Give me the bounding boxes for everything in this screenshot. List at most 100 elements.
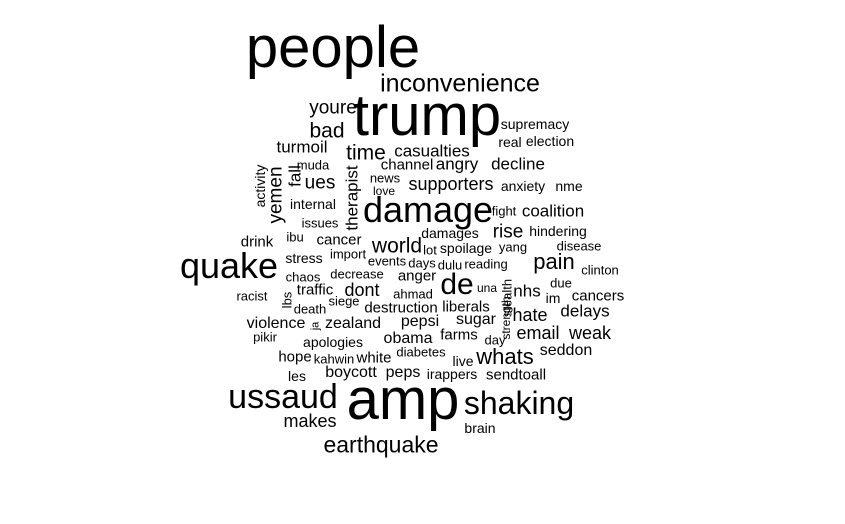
- word: racist: [236, 288, 268, 304]
- word: live: [452, 353, 474, 369]
- word: dont: [344, 280, 380, 300]
- word: days: [408, 255, 436, 271]
- word: im: [545, 290, 561, 306]
- word: hope: [278, 348, 312, 366]
- word: election: [525, 133, 575, 149]
- word: makes: [283, 411, 337, 431]
- word: youre: [309, 97, 357, 119]
- word: les: [288, 368, 306, 384]
- word: sugar: [455, 311, 497, 328]
- word: ja: [309, 321, 322, 331]
- word: world: [371, 234, 423, 258]
- word: anger: [397, 267, 437, 285]
- word: siege: [328, 293, 360, 309]
- word: rise: [492, 221, 524, 243]
- word: peps: [385, 364, 421, 381]
- word: fight: [491, 203, 517, 219]
- word: email: [516, 323, 560, 343]
- word: casualties: [394, 141, 470, 161]
- word: love: [372, 184, 396, 198]
- word: yemen: [265, 166, 287, 224]
- word: ussaud: [228, 378, 338, 416]
- word: day: [484, 332, 506, 348]
- word: pain: [533, 249, 575, 274]
- word: traffic: [296, 281, 334, 299]
- word: lbs: [279, 291, 295, 309]
- word: yang: [498, 239, 528, 255]
- word: apologies: [303, 334, 363, 350]
- word: spoilage: [439, 240, 493, 256]
- word: supremacy: [500, 116, 570, 132]
- word: disease: [556, 238, 602, 254]
- word: strength: [499, 296, 513, 340]
- word: bad: [309, 119, 345, 143]
- word: kahwin: [313, 351, 355, 367]
- word: liberals: [442, 298, 490, 316]
- word: pikir: [253, 329, 277, 345]
- word: brain: [464, 420, 496, 436]
- word: time: [346, 141, 386, 165]
- word: farms: [440, 326, 478, 344]
- word: una: [476, 281, 498, 295]
- word: white: [356, 349, 392, 367]
- word: ues: [304, 172, 336, 194]
- word: hindering: [529, 223, 587, 239]
- word: obama: [383, 330, 433, 347]
- word: de: [440, 268, 474, 301]
- word: damage: [362, 189, 494, 230]
- word: hate: [512, 305, 548, 325]
- word: chaos: [285, 269, 321, 285]
- word: channel: [380, 156, 434, 174]
- word: dulu: [437, 257, 463, 273]
- word: ahmad: [393, 286, 433, 302]
- word: trump: [352, 83, 502, 148]
- word: delays: [560, 301, 610, 321]
- word: events: [367, 253, 407, 269]
- word: clinton: [581, 262, 619, 278]
- word: angry: [435, 154, 479, 174]
- word: irappers: [426, 366, 478, 382]
- word: anxiety: [500, 178, 546, 194]
- word: destruction: [364, 299, 438, 317]
- word: supporters: [408, 174, 494, 194]
- word: cancers: [571, 287, 625, 305]
- word: quake: [179, 245, 279, 286]
- word: boycott: [325, 364, 377, 381]
- word: pepsi: [400, 313, 440, 330]
- word: zealand: [324, 315, 382, 332]
- word: whats: [476, 344, 534, 369]
- word: turmoil: [276, 137, 328, 157]
- word: import: [329, 246, 367, 262]
- word: therapist: [342, 165, 362, 231]
- word: nhs: [513, 281, 541, 301]
- word: stress: [285, 250, 323, 266]
- word: fall: [285, 165, 305, 187]
- word: people: [245, 15, 421, 80]
- word: weak: [568, 323, 612, 343]
- word: news: [369, 170, 401, 186]
- word: cancer: [316, 231, 362, 249]
- word: earthquake: [323, 431, 439, 458]
- word: death: [293, 301, 327, 317]
- word: amp: [346, 367, 460, 432]
- word: coalition: [521, 201, 585, 221]
- word: violence: [246, 315, 306, 332]
- word: real: [498, 134, 522, 150]
- word: decrease: [330, 266, 384, 282]
- word: sendtoall: [485, 366, 547, 384]
- word: inconvenience: [380, 69, 540, 98]
- word: issues: [301, 215, 339, 231]
- word: ibu: [286, 229, 304, 245]
- word: diabetes: [396, 344, 446, 360]
- word: lot: [423, 242, 437, 258]
- word: seddon: [539, 342, 593, 359]
- word: muda: [296, 157, 330, 173]
- word: shaking: [463, 385, 575, 421]
- word: due: [550, 275, 572, 291]
- word: decline: [491, 154, 545, 174]
- word: damages: [421, 225, 479, 241]
- word: reading: [464, 256, 508, 272]
- word: drink: [240, 233, 274, 251]
- word: internal: [290, 196, 336, 212]
